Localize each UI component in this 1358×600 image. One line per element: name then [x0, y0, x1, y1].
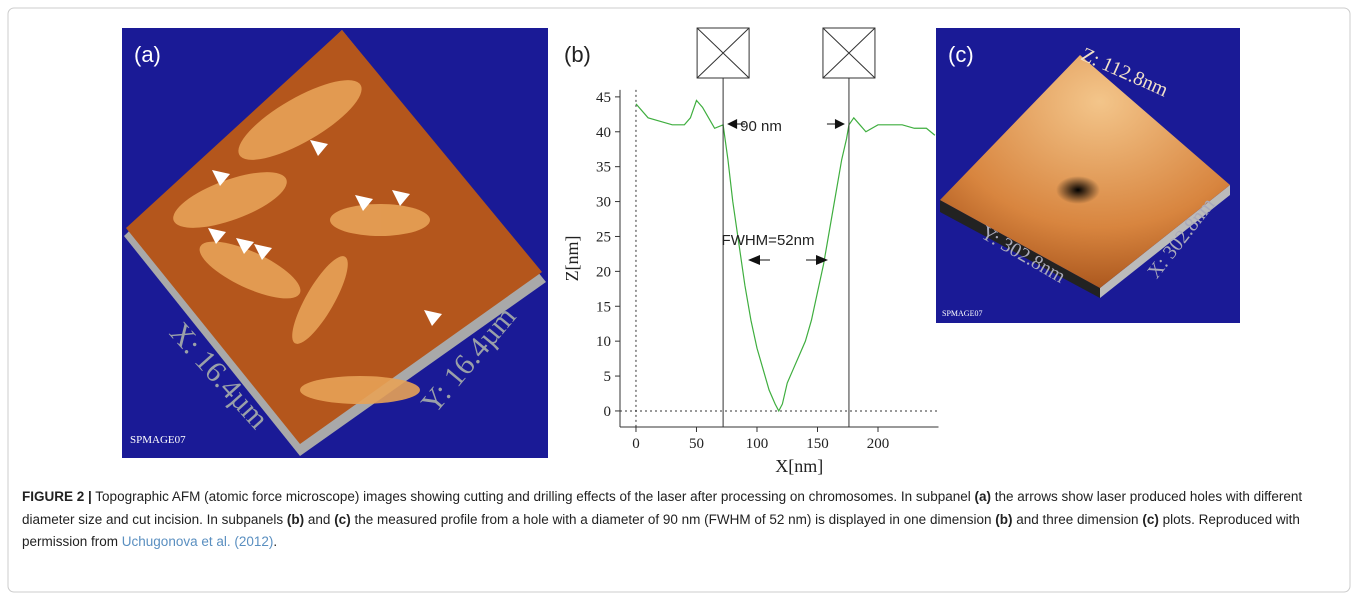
y-tick-label: 10	[596, 334, 611, 350]
x-tick-label: 150	[806, 436, 829, 452]
x-tick-label: 50	[689, 436, 704, 452]
hole	[1056, 176, 1100, 204]
panel-label: (b)	[564, 42, 591, 67]
caption-text: and	[304, 512, 334, 527]
profile-line	[636, 100, 935, 411]
caption-text[interactable]: Uchugonova et al. (2012)	[122, 534, 274, 549]
image-tag: SPMAGE07	[942, 309, 982, 318]
caption-text: and three dimension	[1012, 512, 1142, 527]
y-tick-label: 40	[596, 125, 611, 141]
x-tick-label: 200	[867, 436, 890, 452]
plot: 0 5 10 15 20 25 30 35 40 45 0 50 100 150 200 X[nm] Z[nm]…	[562, 28, 939, 476]
caption-text: (b)	[995, 512, 1012, 527]
panel-label: (a)	[134, 42, 161, 67]
annotation: 90 nm	[740, 118, 782, 135]
y-tick-label: 35	[596, 160, 611, 176]
page: (a) X: 16.4µm Y: 16.4µm SPMAGE07 (b) 051…	[0, 0, 1358, 600]
x-tick-label: 0	[632, 436, 640, 452]
y-tick-label: 5	[604, 369, 612, 385]
caption-text: the measured profile from a hole with a …	[351, 512, 996, 527]
y-tick-label: 20	[596, 264, 611, 280]
x-axis-label: X[nm]	[775, 456, 823, 476]
annotation: FWHM=52nm	[722, 232, 815, 249]
y-tick-label: 30	[596, 195, 611, 211]
y-tick-label: 25	[596, 229, 611, 245]
y-tick-label: 0	[604, 404, 612, 420]
y-axis-label: Z[nm]	[562, 235, 582, 281]
caption-text: (c)	[334, 512, 351, 527]
image-tag: SPMAGE07	[130, 434, 186, 446]
caption-text: .	[273, 534, 277, 549]
y-tick-label: 15	[596, 299, 611, 315]
caption-text: (b)	[287, 512, 304, 527]
caption-text: (a)	[975, 489, 992, 504]
x-tick-label: 100	[746, 436, 769, 452]
caption: FIGURE 2 | Topographic AFM (atomic force…	[22, 486, 1340, 554]
caption-text: (c)	[1142, 512, 1159, 527]
panel-label: (c)	[948, 42, 974, 67]
caption-text: FIGURE 2 |	[22, 489, 92, 504]
caption-text: Topographic AFM (atomic force microscope…	[92, 489, 975, 504]
y-tick-label: 45	[596, 90, 611, 106]
